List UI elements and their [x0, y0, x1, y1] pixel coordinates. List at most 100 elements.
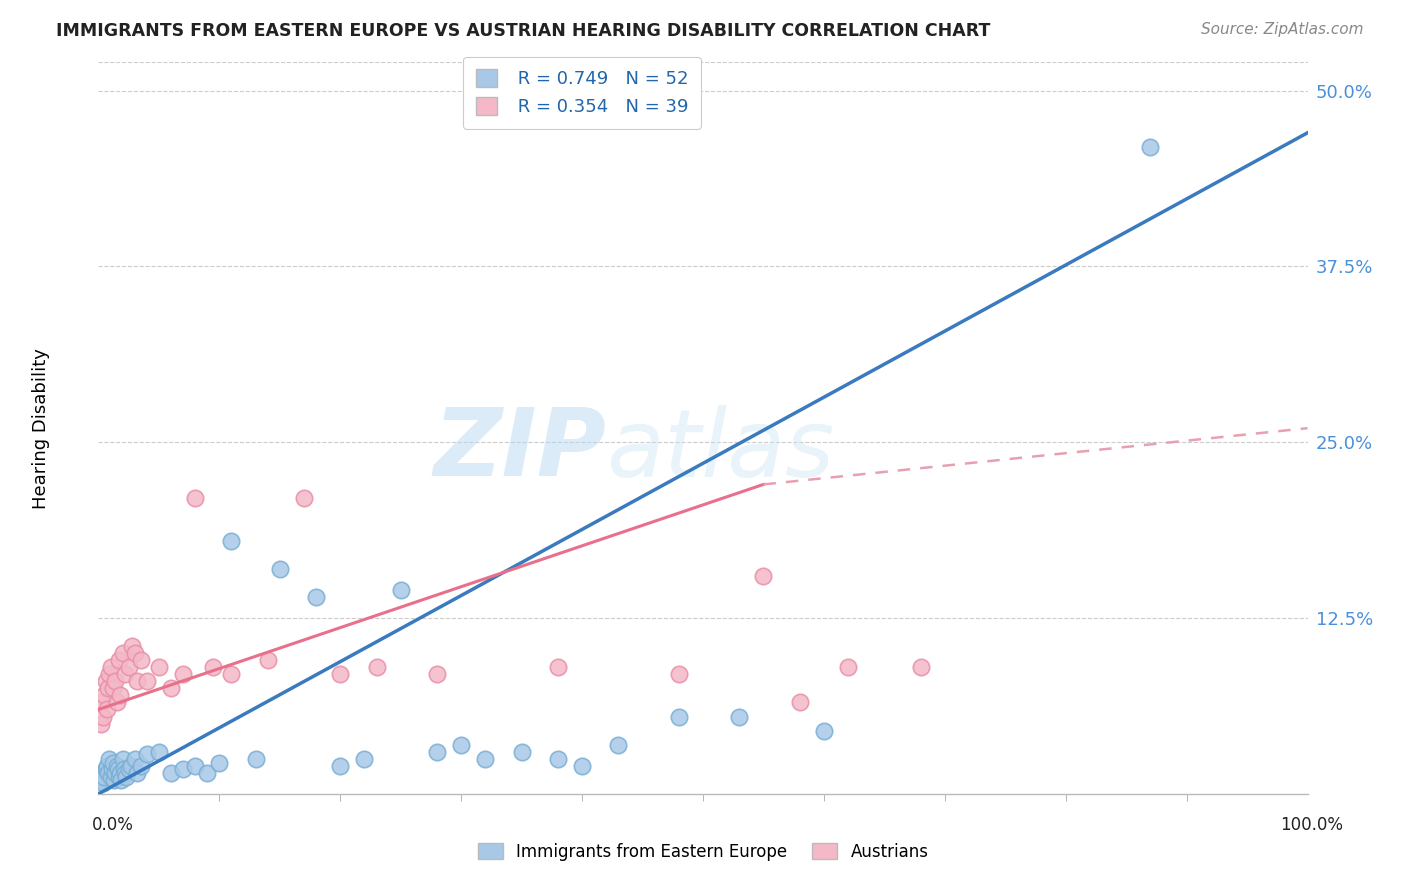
Point	[426, 667, 449, 681]
Point	[91, 709, 114, 723]
Point	[160, 681, 183, 696]
Point	[127, 765, 149, 780]
Legend:  R = 0.749   N = 52,  R = 0.354   N = 39: R = 0.749 N = 52, R = 0.354 N = 39	[463, 57, 702, 128]
Legend: Immigrants from Eastern Europe, Austrians: Immigrants from Eastern Europe, Austrian…	[471, 837, 935, 868]
Point	[98, 667, 121, 681]
Point	[172, 667, 194, 681]
Point	[124, 646, 146, 660]
Point	[148, 660, 170, 674]
Point	[752, 569, 775, 583]
Point	[90, 716, 112, 731]
Point	[105, 758, 128, 772]
Point	[112, 762, 135, 776]
Text: 0.0%: 0.0%	[91, 816, 134, 834]
Point	[94, 762, 117, 776]
Point	[837, 660, 859, 674]
Point	[100, 762, 122, 776]
Point	[118, 660, 141, 674]
Point	[547, 660, 569, 674]
Text: Source: ZipAtlas.com: Source: ZipAtlas.com	[1201, 22, 1364, 37]
Point	[389, 582, 412, 597]
Point	[108, 653, 131, 667]
Point	[184, 758, 207, 772]
Point	[100, 660, 122, 674]
Point	[97, 681, 120, 696]
Text: IMMIGRANTS FROM EASTERN EUROPE VS AUSTRIAN HEARING DISABILITY CORRELATION CHART: IMMIGRANTS FROM EASTERN EUROPE VS AUSTRI…	[56, 22, 991, 40]
Point	[160, 765, 183, 780]
Y-axis label: Hearing Disability: Hearing Disability	[32, 348, 49, 508]
Point	[110, 772, 132, 787]
Point	[101, 681, 124, 696]
Point	[221, 533, 243, 548]
Point	[510, 745, 533, 759]
Point	[329, 758, 352, 772]
Point	[97, 765, 120, 780]
Point	[93, 770, 115, 784]
Point	[450, 738, 472, 752]
Point	[108, 770, 131, 784]
Point	[108, 765, 131, 780]
Point	[728, 709, 751, 723]
Point	[104, 765, 127, 780]
Point	[184, 491, 207, 506]
Point	[269, 562, 291, 576]
Point	[111, 646, 134, 660]
Point	[571, 758, 593, 772]
Point	[103, 772, 125, 787]
Point	[96, 702, 118, 716]
Point	[208, 756, 231, 770]
Point	[115, 770, 138, 784]
Point	[91, 775, 114, 789]
Point	[1139, 140, 1161, 154]
Point	[114, 765, 136, 780]
Point	[256, 653, 278, 667]
Point	[129, 758, 152, 772]
Text: 100.0%: 100.0%	[1279, 816, 1343, 834]
Point	[121, 639, 143, 653]
Point	[124, 752, 146, 766]
Point	[96, 758, 118, 772]
Point	[353, 752, 375, 766]
Point	[90, 772, 112, 787]
Point	[114, 667, 136, 681]
Point	[104, 674, 127, 689]
Point	[98, 752, 121, 766]
Point	[547, 752, 569, 766]
Point	[135, 747, 157, 762]
Point	[292, 491, 315, 506]
Point	[105, 696, 128, 710]
Point	[127, 674, 149, 689]
Point	[305, 590, 328, 604]
Point	[474, 752, 496, 766]
Point	[202, 660, 225, 674]
Point	[910, 660, 932, 674]
Point	[118, 762, 141, 776]
Point	[607, 738, 630, 752]
Point	[111, 752, 134, 766]
Point	[107, 762, 129, 776]
Point	[366, 660, 388, 674]
Point	[101, 756, 124, 770]
Point	[135, 674, 157, 689]
Point	[120, 758, 142, 772]
Point	[221, 667, 243, 681]
Point	[813, 723, 835, 738]
Point	[426, 745, 449, 759]
Point	[668, 667, 690, 681]
Point	[329, 667, 352, 681]
Point	[100, 770, 122, 784]
Point	[94, 674, 117, 689]
Point	[91, 765, 114, 780]
Point	[172, 762, 194, 776]
Point	[108, 689, 131, 703]
Point	[129, 653, 152, 667]
Point	[91, 696, 114, 710]
Point	[195, 765, 218, 780]
Point	[789, 696, 811, 710]
Text: atlas: atlas	[606, 405, 835, 496]
Point	[668, 709, 690, 723]
Point	[245, 752, 267, 766]
Text: ZIP: ZIP	[433, 404, 606, 496]
Point	[93, 689, 115, 703]
Point	[148, 745, 170, 759]
